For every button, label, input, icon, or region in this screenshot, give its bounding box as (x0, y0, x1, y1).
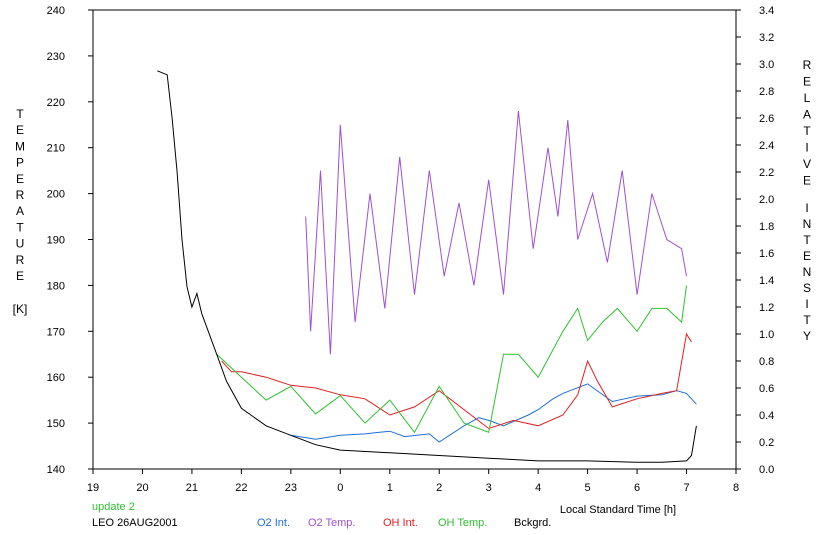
y-right-tick-label: 3.0 (759, 59, 774, 71)
y-left-label-letter: E (16, 123, 24, 137)
y-right-label-letter: E (803, 75, 811, 89)
series-line-o2-int (290, 383, 697, 443)
y-right-tick-label: 0.8 (759, 356, 774, 368)
y-right-label-letter: S (803, 281, 811, 295)
y-right-label-letter: I (805, 297, 808, 311)
x-tick-label: 0 (337, 482, 343, 494)
y-left-label-letter: R (16, 188, 25, 202)
y-left-label-letter: A (16, 204, 24, 218)
y-right-tick-label: 0.6 (759, 383, 774, 395)
y-right-tick-label: 0.2 (759, 437, 774, 449)
y-left-tick-label: 240 (47, 5, 65, 17)
y-left-tick-label: 200 (47, 189, 65, 201)
y-right-label-letter: Y (803, 329, 811, 343)
y-left-tick-label: 180 (47, 280, 65, 292)
y-left-label-letter: T (16, 107, 24, 121)
x-tick-label: 23 (285, 482, 297, 494)
x-tick-label: 5 (585, 482, 591, 494)
series-line-o2-temp (305, 110, 687, 355)
y-right-label-letter: N (803, 217, 812, 231)
x-tick-label: 8 (733, 482, 739, 494)
x-tick-label: 7 (683, 482, 689, 494)
legend-entry: OH Int. (383, 517, 418, 529)
y-right-label-letter: A (803, 108, 811, 122)
y-right-label-letter: I (805, 201, 808, 215)
y-right-label-letter: R (803, 58, 812, 72)
y-left-tick-label: 190 (47, 235, 65, 247)
y-left-tick-label: 140 (47, 464, 65, 476)
y-left-tick-label: 160 (47, 372, 65, 384)
y-left-tick-label: 150 (47, 418, 65, 430)
series-group (157, 70, 697, 463)
y-right-label-letter: N (803, 265, 812, 279)
y-left-label-letter: M (15, 139, 25, 153)
y-right-tick-label: 3.2 (759, 32, 774, 44)
y-right-label-letter: V (803, 157, 811, 171)
y-axis-left: 140 150 160 170 180 190 200 210 220 230 240 (47, 5, 93, 476)
y-left-label-letter: R (16, 253, 25, 267)
y-left-tick-label: 230 (47, 51, 65, 63)
y-left-unit: [K] (13, 302, 28, 316)
x-tick-label: 3 (486, 482, 492, 494)
series-line-bckgrd (157, 70, 697, 463)
legend-entry: O2 Int. (257, 517, 290, 529)
x-tick-label: 19 (87, 482, 99, 494)
station-label: LEO 26AUG2001 (92, 517, 178, 529)
y-axis-right: 0.0 0.2 0.4 0.6 0.8 1.0 1.2 1.4 1.6 1.8 2.0 2.2 2.4 2… (736, 5, 774, 476)
y-right-label-letter: E (803, 174, 811, 188)
y-right-tick-label: 2.4 (759, 140, 774, 152)
y-right-tick-label: 0.4 (759, 410, 774, 422)
y-right-label-letter: T (803, 313, 811, 327)
y-left-tick-label: 210 (47, 143, 65, 155)
x-axis: 19 20 21 22 23 0 1 2 3 4 5 6 7 8 (87, 469, 739, 494)
y-right-tick-label: 2.6 (759, 113, 774, 125)
x-tick-label: 1 (387, 482, 393, 494)
x-tick-label: 2 (436, 482, 442, 494)
x-tick-label: 20 (136, 482, 148, 494)
legend-entry: O2 Temp. (308, 517, 356, 529)
y-right-tick-label: 3.4 (759, 5, 774, 17)
y-left-label-letter: E (16, 172, 24, 186)
y-right-tick-label: 1.4 (759, 275, 774, 287)
y-right-tick-label: 1.0 (759, 329, 774, 341)
y-left-label-letter: P (16, 156, 24, 170)
y-left-tick-label: 220 (47, 97, 65, 109)
legend: O2 Int. O2 Temp. OH Int. OH Temp. Bckgrd. (257, 517, 551, 529)
y-right-label-letter: I (805, 141, 808, 155)
series-line-oh-int (221, 332, 692, 430)
y-left-label-letter: E (16, 269, 24, 283)
y-right-tick-label: 1.6 (759, 248, 774, 260)
legend-entry: Bckgrd. (514, 517, 551, 529)
y-left-tick-label: 170 (47, 326, 65, 338)
x-tick-label: 6 (634, 482, 640, 494)
x-axis-label: Local Standard Time [h] (560, 504, 676, 516)
legend-entry: OH Temp. (438, 517, 487, 529)
plot-frame (92, 9, 737, 470)
y-left-label-letter: T (16, 220, 24, 234)
y-right-tick-label: 2.2 (759, 167, 774, 179)
y-right-label-letter: E (803, 249, 811, 263)
x-tick-label: 22 (235, 482, 247, 494)
y-right-label-letter: L (804, 91, 811, 105)
y-right-tick-label: 1.2 (759, 302, 774, 314)
x-tick-label: 21 (186, 482, 198, 494)
series-line-oh-temp (216, 285, 687, 434)
y-right-label-letter: T (803, 124, 811, 138)
x-tick-label: 4 (535, 482, 541, 494)
y-right-tick-label: 2.8 (759, 86, 774, 98)
y-right-tick-label: 2.0 (759, 194, 774, 206)
y-right-tick-label: 1.8 (759, 221, 774, 233)
y-right-tick-label: 0.0 (759, 464, 774, 476)
y-left-label-letter: U (16, 237, 25, 251)
y-right-label-letter: T (803, 233, 811, 247)
update-label: update 2 (92, 501, 135, 513)
